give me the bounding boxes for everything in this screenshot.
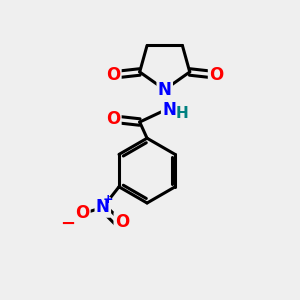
- Text: −: −: [60, 214, 75, 232]
- Text: O: O: [106, 110, 120, 128]
- Text: N: N: [162, 101, 176, 119]
- Text: +: +: [103, 193, 113, 206]
- Text: O: O: [75, 204, 89, 222]
- Text: O: O: [209, 66, 224, 84]
- Text: O: O: [115, 213, 129, 231]
- Text: O: O: [106, 66, 120, 84]
- Text: N: N: [96, 198, 110, 216]
- Text: N: N: [158, 81, 172, 99]
- Text: H: H: [176, 106, 189, 121]
